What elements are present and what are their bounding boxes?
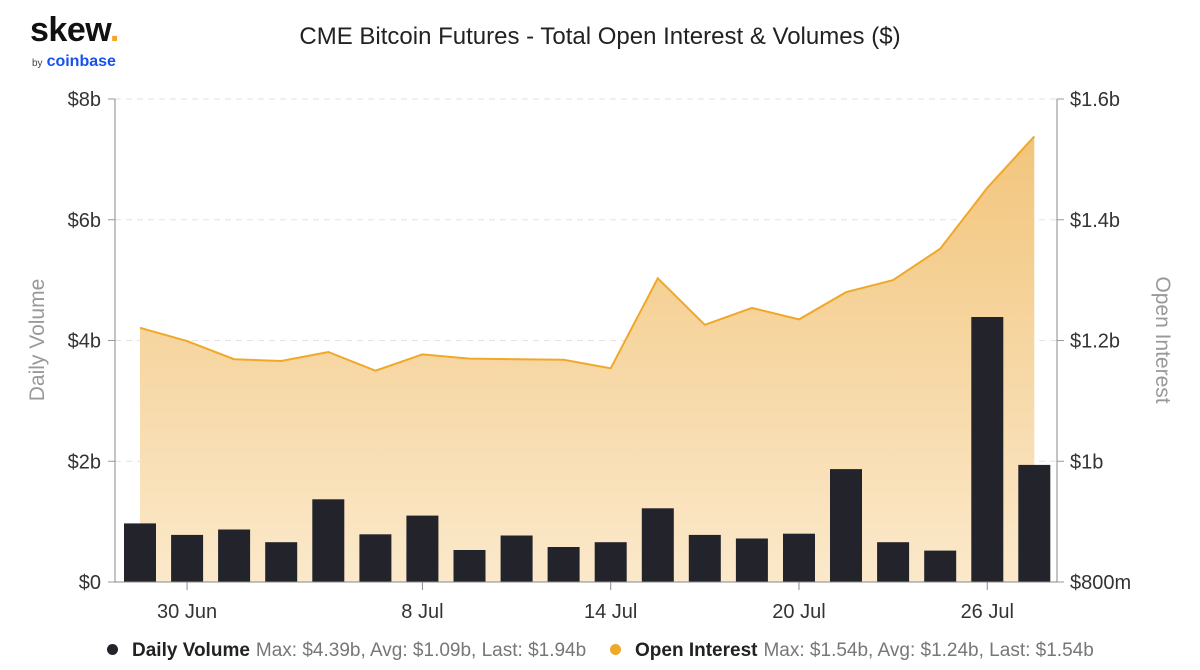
volume-bar xyxy=(735,538,768,582)
volume-bar xyxy=(641,508,674,582)
skew-logo: skew. by coinbase xyxy=(30,10,140,70)
y-right-tick-label: $1b xyxy=(1070,451,1103,473)
volume-bar xyxy=(171,534,204,582)
x-tick-label: 14 Jul xyxy=(584,601,637,623)
x-tick-label: 30 Jun xyxy=(157,601,217,623)
legend-label-open-interest: Open Interest xyxy=(635,640,758,661)
logo-byline: by coinbase xyxy=(32,53,116,70)
x-tick-label: 20 Jul xyxy=(772,601,825,623)
y-right-tick-label: $1.6b xyxy=(1070,89,1120,111)
axes: $0 $800m $2b $1b $4b $1.2b $6b $1.4b $8b $1.6b 30 … xyxy=(68,89,1132,623)
volume-bar xyxy=(1018,464,1051,582)
y-left-tick-label: $2b xyxy=(68,451,101,473)
chart-legend: Daily Volume Max: $4.39b, Avg: $1.09b, La… xyxy=(0,638,1200,666)
open-interest-line xyxy=(139,135,1036,372)
legend-item-daily-volume[interactable]: Daily Volume Max: $4.39b, Avg: $1.09b, La… xyxy=(107,638,586,664)
volume-bar xyxy=(265,542,298,582)
legend-marker-open-interest xyxy=(610,644,621,656)
volume-bar xyxy=(218,529,251,582)
daily-volume-bars xyxy=(124,317,1051,582)
legend-item-open-interest[interactable]: Open Interest Max: $1.54b, Avg: $1.24b, L… xyxy=(610,638,1094,664)
volume-bar xyxy=(877,542,910,582)
open-interest-area-fill xyxy=(140,136,1035,582)
volume-bar xyxy=(924,550,957,582)
volume-bar xyxy=(783,533,815,582)
volume-bar xyxy=(500,535,533,582)
volume-bar xyxy=(547,547,580,582)
y-left-tick-label: $6b xyxy=(68,210,101,232)
volume-bar xyxy=(688,534,721,582)
chart-title: CME Bitcoin Futures - Total Open Interes… xyxy=(299,23,901,50)
volume-bar xyxy=(312,499,345,582)
legend-label-daily-volume: Daily Volume xyxy=(132,640,250,661)
legend-marker-daily-volume xyxy=(107,644,118,656)
volume-bar xyxy=(359,534,392,582)
x-tick-label: 26 Jul xyxy=(961,601,1014,623)
volume-bar xyxy=(406,515,439,582)
y-right-tick-label: $800m xyxy=(1070,572,1131,594)
open-interest-area xyxy=(139,135,1036,582)
legend-stats-daily-volume: Max: $4.39b, Avg: $1.09b, Last: $1.94b xyxy=(255,640,587,661)
volume-bar xyxy=(453,550,486,582)
volume-bar xyxy=(830,469,862,582)
legend-stats-open-interest: Max: $1.54b, Avg: $1.24b, Last: $1.54b xyxy=(763,640,1094,661)
volume-bar xyxy=(971,317,1004,582)
y-right-axis-title: Open Interest xyxy=(1151,276,1174,403)
y-right-tick-label: $1.4b xyxy=(1070,210,1120,232)
volume-bar xyxy=(124,523,156,582)
y-left-axis-title: Daily Volume xyxy=(26,279,49,402)
volume-bar xyxy=(594,542,627,582)
y-right-tick-label: $1.2b xyxy=(1070,331,1120,353)
y-left-tick-label: $0 xyxy=(79,572,101,594)
logo-wordmark: skew. xyxy=(30,11,119,49)
y-left-tick-label: $4b xyxy=(68,331,101,353)
x-tick-label: 8 Jul xyxy=(401,601,443,623)
y-left-tick-label: $8b xyxy=(68,89,101,111)
